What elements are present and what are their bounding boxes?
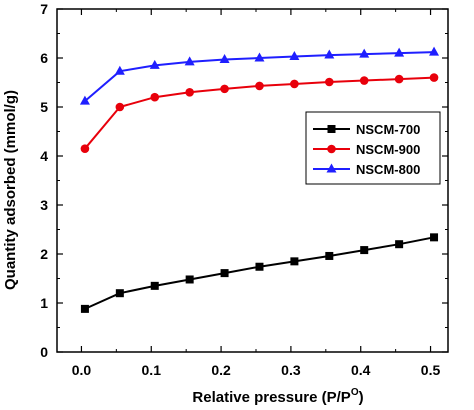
data-point bbox=[79, 95, 90, 105]
data-point bbox=[429, 46, 440, 56]
data-point bbox=[184, 56, 195, 66]
data-point bbox=[150, 92, 160, 102]
legend-label: NSCM-700 bbox=[356, 122, 420, 137]
legend-entry: NSCM-900 bbox=[313, 142, 420, 157]
data-point bbox=[80, 144, 90, 153]
x-axis-label-close: ) bbox=[359, 389, 364, 406]
data-point bbox=[394, 74, 404, 84]
data-point bbox=[325, 251, 334, 260]
y-tick-label: 6 bbox=[40, 50, 48, 66]
x-tick-label: 0.1 bbox=[142, 362, 162, 378]
data-point bbox=[359, 48, 370, 58]
data-point bbox=[220, 269, 229, 278]
data-point bbox=[255, 81, 264, 91]
legend-label: NSCM-800 bbox=[356, 162, 420, 177]
data-point bbox=[254, 52, 265, 62]
data-point bbox=[219, 53, 230, 63]
y-tick-label: 1 bbox=[40, 295, 48, 311]
y-tick-label: 2 bbox=[40, 246, 48, 262]
x-tick-label: 0.5 bbox=[421, 362, 441, 378]
legend-marker bbox=[327, 144, 336, 154]
y-axis-label: Quantity adsorbed (mmol/g) bbox=[2, 90, 19, 290]
series-line bbox=[84, 236, 435, 310]
y-tick-label: 4 bbox=[40, 148, 48, 164]
data-point bbox=[80, 304, 89, 313]
x-tick-label: 0.4 bbox=[351, 362, 371, 378]
data-point bbox=[185, 88, 194, 97]
legend-marker bbox=[326, 163, 337, 173]
y-tick-label: 0 bbox=[40, 344, 48, 360]
legend-label: NSCM-900 bbox=[356, 142, 420, 157]
data-point bbox=[429, 73, 439, 82]
data-point bbox=[360, 246, 369, 255]
x-tick-label: 0.2 bbox=[211, 362, 231, 378]
data-point bbox=[359, 76, 369, 85]
data-point bbox=[115, 289, 124, 298]
series-nscm-700 bbox=[80, 233, 439, 313]
legend-entry: NSCM-800 bbox=[313, 162, 420, 177]
data-point bbox=[220, 84, 229, 94]
x-axis-label: Relative pressure (P/PO) bbox=[192, 387, 363, 406]
legend-marker bbox=[327, 125, 336, 133]
series-nscm-900 bbox=[80, 73, 439, 153]
ticks-layer: 0 1 2 3 4 5 6 7 0.0 0.1 0.2 0.3 0.4 0.5 bbox=[40, 1, 448, 378]
data-point bbox=[289, 51, 300, 61]
x-axis-label-superscript: O bbox=[351, 387, 359, 398]
data-point bbox=[114, 65, 125, 75]
x-axis-label-main: Relative pressure (P/P bbox=[192, 389, 350, 406]
data-point bbox=[290, 257, 299, 266]
data-point bbox=[290, 79, 299, 89]
data-point bbox=[255, 262, 264, 271]
legend-entry: NSCM-700 bbox=[313, 122, 420, 137]
y-tick-label: 5 bbox=[40, 99, 48, 115]
data-point bbox=[325, 77, 334, 87]
x-tick-label: 0.0 bbox=[72, 362, 92, 378]
y-tick-label: 3 bbox=[40, 197, 48, 213]
series-nscm-800 bbox=[79, 46, 440, 105]
x-tick-label: 0.3 bbox=[281, 362, 301, 378]
data-point bbox=[394, 47, 405, 57]
data-point bbox=[185, 275, 194, 284]
data-point bbox=[430, 233, 439, 242]
legend: NSCM-700 NSCM-900 NSCM-800 bbox=[305, 111, 441, 185]
data-point bbox=[395, 240, 404, 249]
data-point bbox=[149, 59, 160, 69]
data-point bbox=[115, 102, 125, 112]
data-point bbox=[324, 49, 335, 59]
data-point bbox=[150, 281, 159, 290]
series-layer bbox=[79, 46, 440, 313]
y-tick-label: 7 bbox=[40, 1, 48, 17]
